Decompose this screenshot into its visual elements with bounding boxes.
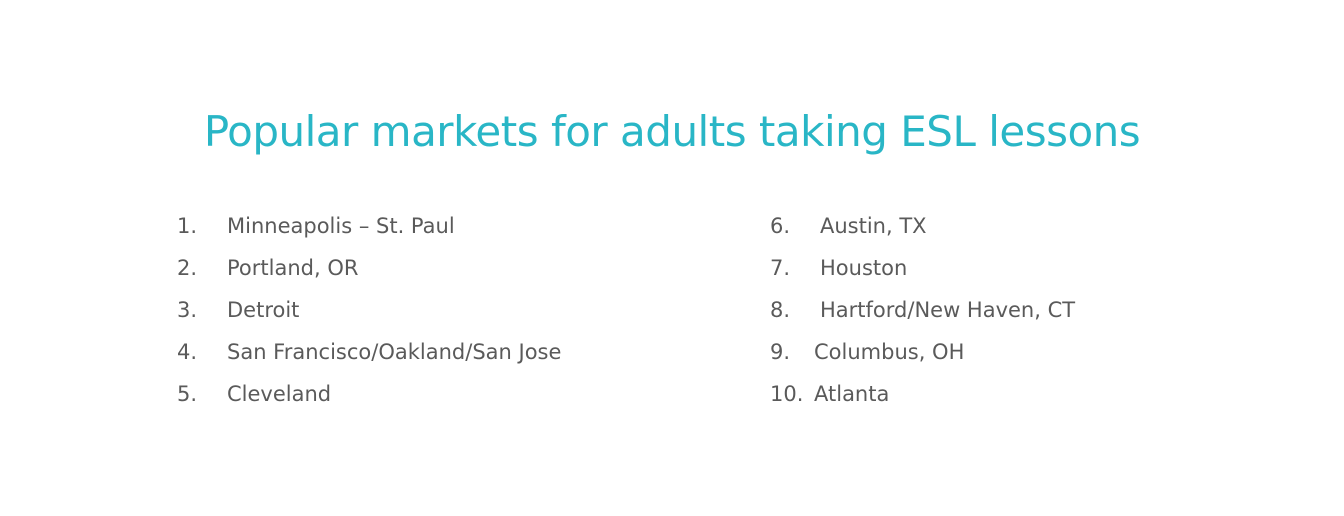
list-item-label: Austin, TX <box>820 214 927 238</box>
list-item-label: Hartford/New Haven, CT <box>820 298 1076 322</box>
list-item-label: San Francisco/Oakland/San Jose <box>227 340 562 364</box>
list-item: 4. San Francisco/Oakland/San Jose <box>177 331 561 373</box>
list-item-label: Minneapolis – St. Paul <box>227 214 455 238</box>
list-item-number: 9. <box>770 340 791 364</box>
list-item-label: Columbus, OH <box>814 340 965 364</box>
markets-list-right: 6. Austin, TX 7. Houston 8. Hartford/New… <box>770 205 1075 415</box>
list-item: 8. Hartford/New Haven, CT <box>770 289 1075 331</box>
list-item: 5. Cleveland <box>177 373 561 415</box>
list-item-number: 5. <box>177 382 198 406</box>
list-item-number: 8. <box>770 298 791 322</box>
list-item-label: Cleveland <box>227 382 332 406</box>
list-item-number: 2. <box>177 256 198 280</box>
list-item: 2. Portland, OR <box>177 247 561 289</box>
list-item: 10. Atlanta <box>770 373 1075 415</box>
list-item-label: Portland, OR <box>227 256 359 280</box>
list-item: 3. Detroit <box>177 289 561 331</box>
list-item-label: Houston <box>820 256 908 280</box>
markets-list-left: 1. Minneapolis – St. Paul 2. Portland, O… <box>177 205 561 415</box>
list-item-number: 7. <box>770 256 791 280</box>
list-item-label: Atlanta <box>814 382 890 406</box>
list-item-number: 3. <box>177 298 198 322</box>
list-item-number: 10. <box>770 382 804 406</box>
list-item: 7. Houston <box>770 247 1075 289</box>
list-item-number: 1. <box>177 214 198 238</box>
page-title: Popular markets for adults taking ESL le… <box>203 107 1141 156</box>
list-item: 6. Austin, TX <box>770 205 1075 247</box>
list-item: 9. Columbus, OH <box>770 331 1075 373</box>
list-item-number: 4. <box>177 340 198 364</box>
list-item-number: 6. <box>770 214 791 238</box>
list-item: 1. Minneapolis – St. Paul <box>177 205 561 247</box>
list-item-label: Detroit <box>227 298 300 322</box>
